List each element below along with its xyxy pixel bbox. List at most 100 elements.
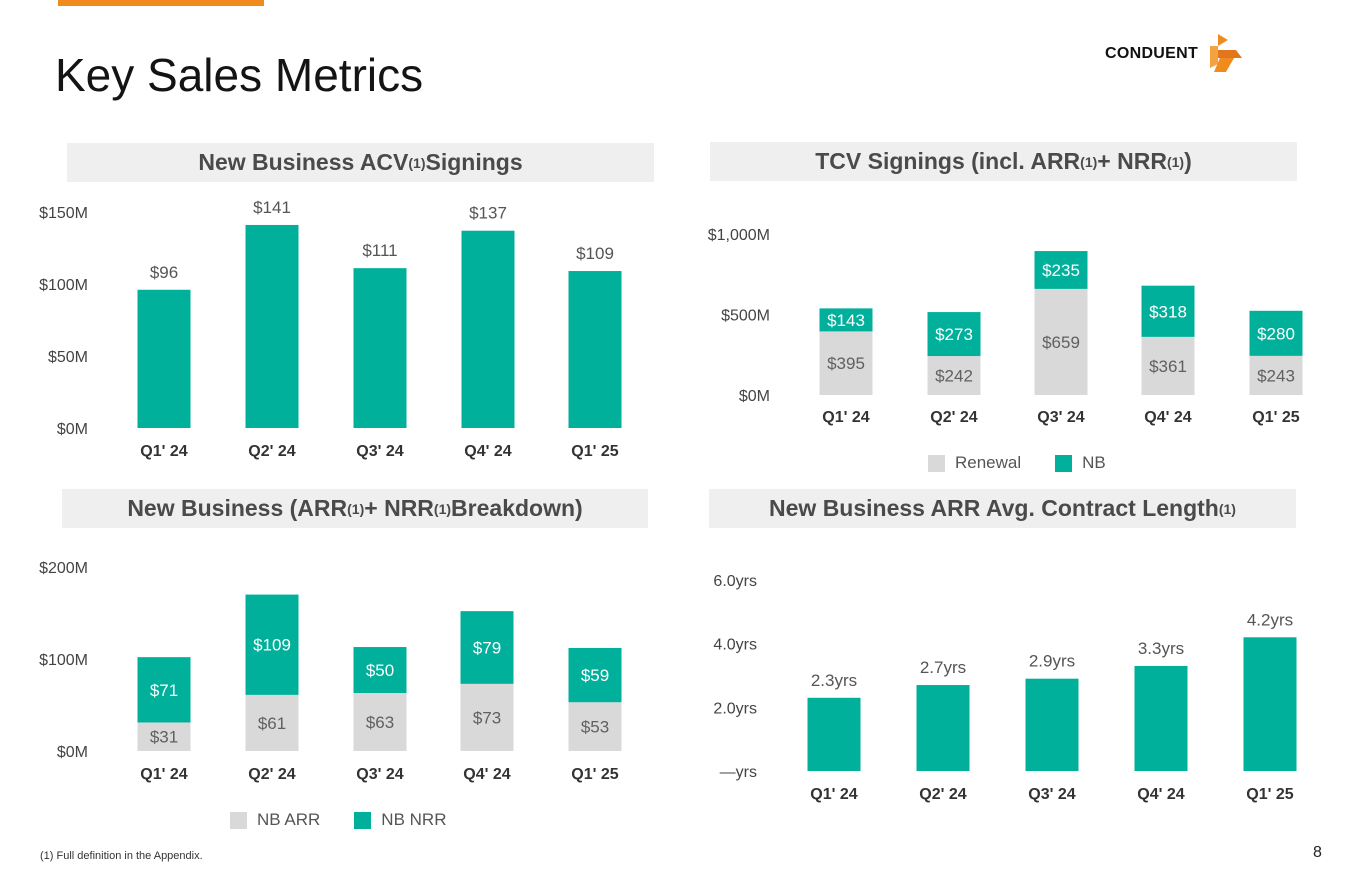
len-data-label: 2.9yrs bbox=[1029, 652, 1075, 671]
acv-data-label: $141 bbox=[253, 198, 291, 217]
tcv-bar-nb bbox=[819, 308, 873, 332]
nb-data-label-nb-nrr: $50 bbox=[366, 661, 394, 680]
acv-bar bbox=[353, 268, 407, 428]
page-number: 8 bbox=[1313, 844, 1322, 861]
nb-title-sup: (1) bbox=[347, 500, 365, 517]
len-ytick-label: 4.0yrs bbox=[713, 637, 757, 654]
nb-category-label: Q3' 24 bbox=[356, 766, 403, 783]
legend-item-nb: NB bbox=[1055, 453, 1106, 473]
len-bar bbox=[807, 697, 861, 771]
tcv-data-label-nb: $273 bbox=[935, 325, 973, 344]
acv-data-label: $109 bbox=[576, 244, 614, 263]
len-bar bbox=[916, 685, 970, 771]
nb-title-sup2: (1) bbox=[433, 500, 452, 517]
tcv-category-label: Q3' 24 bbox=[1037, 409, 1084, 426]
len-chart-title: New Business ARR Avg. Contract Length (1) bbox=[709, 489, 1296, 528]
acv-category-label: Q4' 24 bbox=[464, 443, 511, 460]
len-data-label: 3.3yrs bbox=[1138, 639, 1184, 658]
acv-title-suffix: Signings bbox=[425, 149, 523, 175]
nb-legend: NB ARR NB NRR bbox=[230, 810, 480, 830]
acv-category-label: Q2' 24 bbox=[248, 443, 295, 460]
acv-data-label: $111 bbox=[362, 241, 397, 260]
footnote: (1) Full definition in the Appendix. bbox=[40, 850, 203, 862]
legend-item-nb-arr: NB ARR bbox=[230, 810, 320, 830]
legend-label-renewal: Renewal bbox=[955, 453, 1022, 472]
tcv-ytick-label: $500M bbox=[721, 308, 770, 325]
nb-data-label-nb-nrr: $79 bbox=[473, 639, 501, 658]
legend-item-nb-nrr: NB NRR bbox=[354, 810, 446, 830]
nb-bar-nb-nrr bbox=[245, 594, 299, 695]
tcv-ytick-label: $0M bbox=[739, 388, 770, 405]
tcv-data-label-nb: $318 bbox=[1149, 302, 1187, 321]
acv-category-label: Q3' 24 bbox=[356, 443, 403, 460]
nb-category-label: Q1' 24 bbox=[140, 766, 187, 783]
len-bar bbox=[1025, 678, 1079, 771]
nb-bar-nb-nrr bbox=[460, 611, 514, 684]
nb-bar-nb-arr bbox=[137, 722, 191, 751]
conduent-mark-icon bbox=[1210, 34, 1243, 72]
tcv-bar-renewal bbox=[927, 356, 981, 395]
legend-label-nb-nrr: NB NRR bbox=[381, 810, 447, 829]
len-title-sup: (1) bbox=[1218, 500, 1236, 517]
nb-category-label: Q2' 24 bbox=[248, 766, 295, 783]
conduent-logo: CONDUENT bbox=[1105, 34, 1244, 74]
tcv-data-label-nb: $280 bbox=[1257, 324, 1295, 343]
acv-bar bbox=[137, 289, 191, 428]
tcv-bar-nb bbox=[1034, 251, 1088, 289]
tcv-data-label-renewal: $242 bbox=[935, 367, 973, 386]
nb-bar-nb-nrr bbox=[353, 647, 407, 694]
tcv-title-mid: + NRR bbox=[1097, 148, 1167, 174]
len-category-label: Q3' 24 bbox=[1028, 786, 1075, 803]
len-category-label: Q2' 24 bbox=[919, 786, 966, 803]
nb-data-label-nb-arr: $61 bbox=[258, 714, 286, 733]
len-bar bbox=[1243, 637, 1297, 771]
legend-swatch-nb-nrr bbox=[354, 811, 372, 829]
top-accent-bar bbox=[58, 0, 264, 6]
len-category-label: Q1' 24 bbox=[810, 786, 857, 803]
logo-text: CONDUENT bbox=[1105, 45, 1199, 62]
nb-bar-nb-arr bbox=[568, 702, 622, 751]
acv-title-sup: (1) bbox=[408, 154, 426, 171]
tcv-data-label-nb: $143 bbox=[827, 311, 865, 330]
nb-ytick-label: $100M bbox=[39, 652, 88, 669]
acv-ytick-label: $150M bbox=[39, 205, 88, 222]
tcv-category-label: Q1' 24 bbox=[822, 409, 869, 426]
legend-swatch-nb bbox=[1055, 454, 1073, 472]
len-category-label: Q4' 24 bbox=[1137, 786, 1184, 803]
nb-title-text: New Business (ARR bbox=[127, 495, 348, 521]
tcv-category-label: Q2' 24 bbox=[930, 409, 977, 426]
acv-bar bbox=[461, 230, 515, 428]
acv-bar bbox=[245, 224, 299, 428]
nb-data-label-nb-nrr: $71 bbox=[150, 681, 178, 700]
nb-bar-nb-nrr bbox=[568, 647, 622, 703]
len-title-text: New Business ARR Avg. Contract Length bbox=[769, 495, 1219, 521]
tcv-data-label-renewal: $361 bbox=[1149, 357, 1187, 376]
legend-swatch-renewal bbox=[928, 454, 945, 472]
len-ytick-label: 6.0yrs bbox=[713, 573, 757, 590]
nb-bar-nb-arr bbox=[460, 683, 514, 751]
legend-label-nb-arr: NB ARR bbox=[257, 810, 321, 829]
tcv-bar-nb bbox=[927, 312, 981, 357]
len-data-label: 2.7yrs bbox=[920, 658, 966, 677]
acv-chart-title: New Business ACV (1) Signings bbox=[67, 143, 654, 182]
acv-data-label: $137 bbox=[469, 204, 507, 223]
acv-bar bbox=[568, 271, 622, 428]
acv-ytick-label: $0M bbox=[57, 421, 88, 438]
tcv-title-sup: (1) bbox=[1080, 153, 1098, 170]
len-category-label: Q1' 25 bbox=[1246, 786, 1293, 803]
tcv-title-sup2: (1) bbox=[1166, 153, 1185, 170]
nb-data-label-nb-arr: $53 bbox=[581, 718, 609, 737]
acv-ytick-label: $100M bbox=[39, 277, 88, 294]
tcv-data-label-nb: $235 bbox=[1042, 261, 1080, 280]
legend-label-nb: NB bbox=[1082, 453, 1106, 472]
tcv-title-suffix: ) bbox=[1184, 148, 1192, 174]
nb-category-label: Q4' 24 bbox=[463, 766, 510, 783]
len-bar bbox=[1134, 665, 1188, 771]
acv-category-label: Q1' 24 bbox=[140, 443, 187, 460]
acv-ytick-label: $50M bbox=[48, 349, 88, 366]
acv-data-label: $96 bbox=[150, 263, 178, 282]
tcv-category-label: Q4' 24 bbox=[1144, 409, 1191, 426]
